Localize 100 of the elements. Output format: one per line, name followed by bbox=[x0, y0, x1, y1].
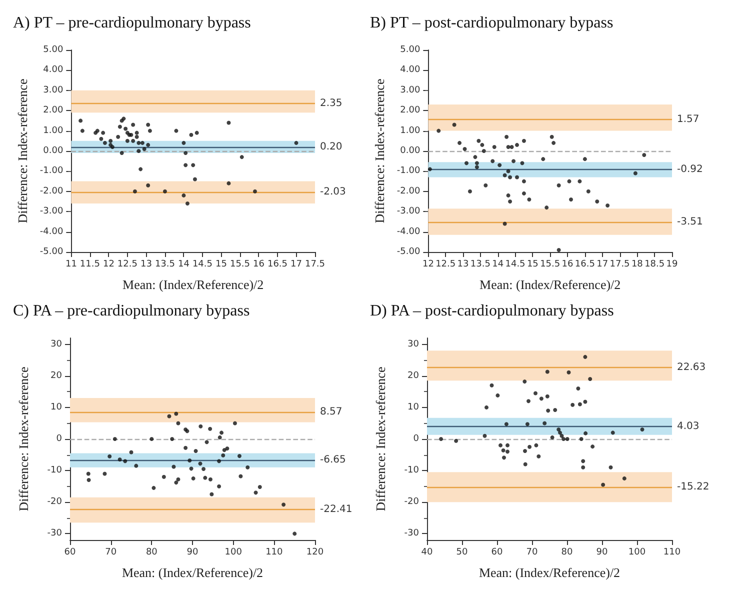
x-tick-label: 13.5 bbox=[154, 260, 175, 270]
point bbox=[203, 476, 208, 480]
point bbox=[633, 171, 638, 176]
point bbox=[590, 444, 595, 449]
point bbox=[515, 142, 520, 147]
point bbox=[454, 438, 458, 443]
point bbox=[129, 450, 134, 454]
x-axis-title: Mean: (Index/Reference)/2 bbox=[478, 565, 620, 580]
point bbox=[476, 138, 481, 143]
x-tick-label: 17.5 bbox=[610, 260, 630, 270]
point bbox=[581, 465, 586, 470]
point bbox=[610, 430, 615, 435]
point bbox=[528, 444, 532, 449]
point bbox=[167, 414, 172, 418]
point bbox=[522, 191, 526, 196]
y-tick-label: 4.00 bbox=[43, 65, 64, 76]
point bbox=[134, 130, 139, 135]
point bbox=[539, 396, 544, 401]
point bbox=[208, 477, 212, 482]
point bbox=[246, 465, 250, 470]
point bbox=[490, 159, 495, 164]
x-tick-label: 80 bbox=[146, 548, 158, 558]
point bbox=[225, 446, 230, 450]
ref-line-label: 8.57 bbox=[320, 406, 342, 418]
point bbox=[588, 377, 592, 382]
point bbox=[562, 437, 566, 441]
point bbox=[172, 464, 176, 469]
ref-line-label: 1.57 bbox=[677, 114, 700, 125]
point bbox=[191, 476, 196, 480]
point bbox=[202, 466, 206, 471]
point bbox=[218, 435, 222, 440]
y-tick-label: -1.00 bbox=[40, 166, 64, 176]
point bbox=[576, 386, 580, 390]
point bbox=[553, 408, 558, 412]
point bbox=[526, 399, 530, 404]
point bbox=[192, 177, 197, 182]
x-tick-label: 13 bbox=[140, 260, 152, 270]
point bbox=[544, 206, 549, 210]
point bbox=[118, 124, 122, 129]
point bbox=[210, 492, 214, 496]
x-tick-label: 19 bbox=[666, 260, 678, 270]
y-tick-label: 5.00 bbox=[400, 45, 420, 55]
point bbox=[217, 484, 222, 488]
x-tick-label: 12 bbox=[102, 260, 114, 270]
point bbox=[226, 120, 231, 125]
point bbox=[219, 430, 224, 435]
x-tick-label: 90 bbox=[186, 548, 198, 558]
point bbox=[501, 448, 506, 452]
point bbox=[482, 149, 486, 153]
point bbox=[174, 480, 178, 485]
y-tick-label: -5.00 bbox=[396, 247, 420, 257]
point bbox=[134, 134, 139, 139]
x-tick-label: 110 bbox=[663, 548, 681, 558]
point bbox=[586, 189, 590, 194]
y-tick-label: -20 bbox=[404, 497, 420, 508]
y-tick-label: 4.00 bbox=[400, 65, 420, 76]
ref-line-label: 2.35 bbox=[320, 98, 342, 110]
point bbox=[570, 402, 575, 407]
y-tick-label: 3.00 bbox=[400, 85, 420, 96]
point bbox=[484, 183, 488, 188]
y-tick-label: 0.00 bbox=[400, 146, 420, 156]
point bbox=[462, 146, 467, 151]
point bbox=[536, 454, 541, 458]
point bbox=[138, 167, 143, 172]
point bbox=[86, 478, 91, 482]
chart-title: D) PA – post-cardiopulmonary bypass bbox=[370, 302, 614, 320]
y-tick-label: 30 bbox=[50, 339, 62, 350]
ref-line-label: -3.51 bbox=[677, 216, 703, 228]
point bbox=[464, 161, 468, 166]
point bbox=[184, 446, 188, 450]
point bbox=[176, 477, 180, 482]
point bbox=[490, 383, 494, 388]
x-tick-label: 12.5 bbox=[436, 260, 456, 270]
point bbox=[238, 474, 243, 478]
point bbox=[579, 437, 584, 441]
x-axis-title: Mean: (Index/Reference)/2 bbox=[122, 277, 264, 292]
x-tick-label: 16.5 bbox=[267, 260, 288, 270]
point bbox=[101, 130, 106, 135]
x-tick-label: 120 bbox=[306, 548, 324, 558]
y-tick-label: 5.00 bbox=[43, 45, 64, 55]
x-tick-label: 15.5 bbox=[540, 260, 560, 270]
point bbox=[565, 437, 570, 441]
point bbox=[217, 459, 222, 464]
x-tick-label: 13.5 bbox=[470, 260, 490, 270]
x-axis-title: Mean: (Index/Reference)/2 bbox=[480, 277, 621, 292]
point bbox=[558, 430, 562, 435]
point bbox=[198, 424, 203, 428]
point bbox=[525, 422, 530, 426]
point bbox=[78, 118, 83, 123]
y-tick-label: 3.00 bbox=[43, 85, 64, 96]
point bbox=[522, 380, 527, 384]
point bbox=[546, 408, 550, 413]
point bbox=[550, 134, 554, 139]
y-tick-label: -4.00 bbox=[40, 226, 64, 237]
x-tick-label: 14.5 bbox=[192, 260, 212, 270]
point bbox=[124, 126, 128, 131]
point bbox=[162, 474, 166, 479]
y-tick-label: -30 bbox=[47, 528, 62, 539]
x-tick-label: 100 bbox=[628, 548, 646, 558]
point bbox=[189, 466, 194, 471]
